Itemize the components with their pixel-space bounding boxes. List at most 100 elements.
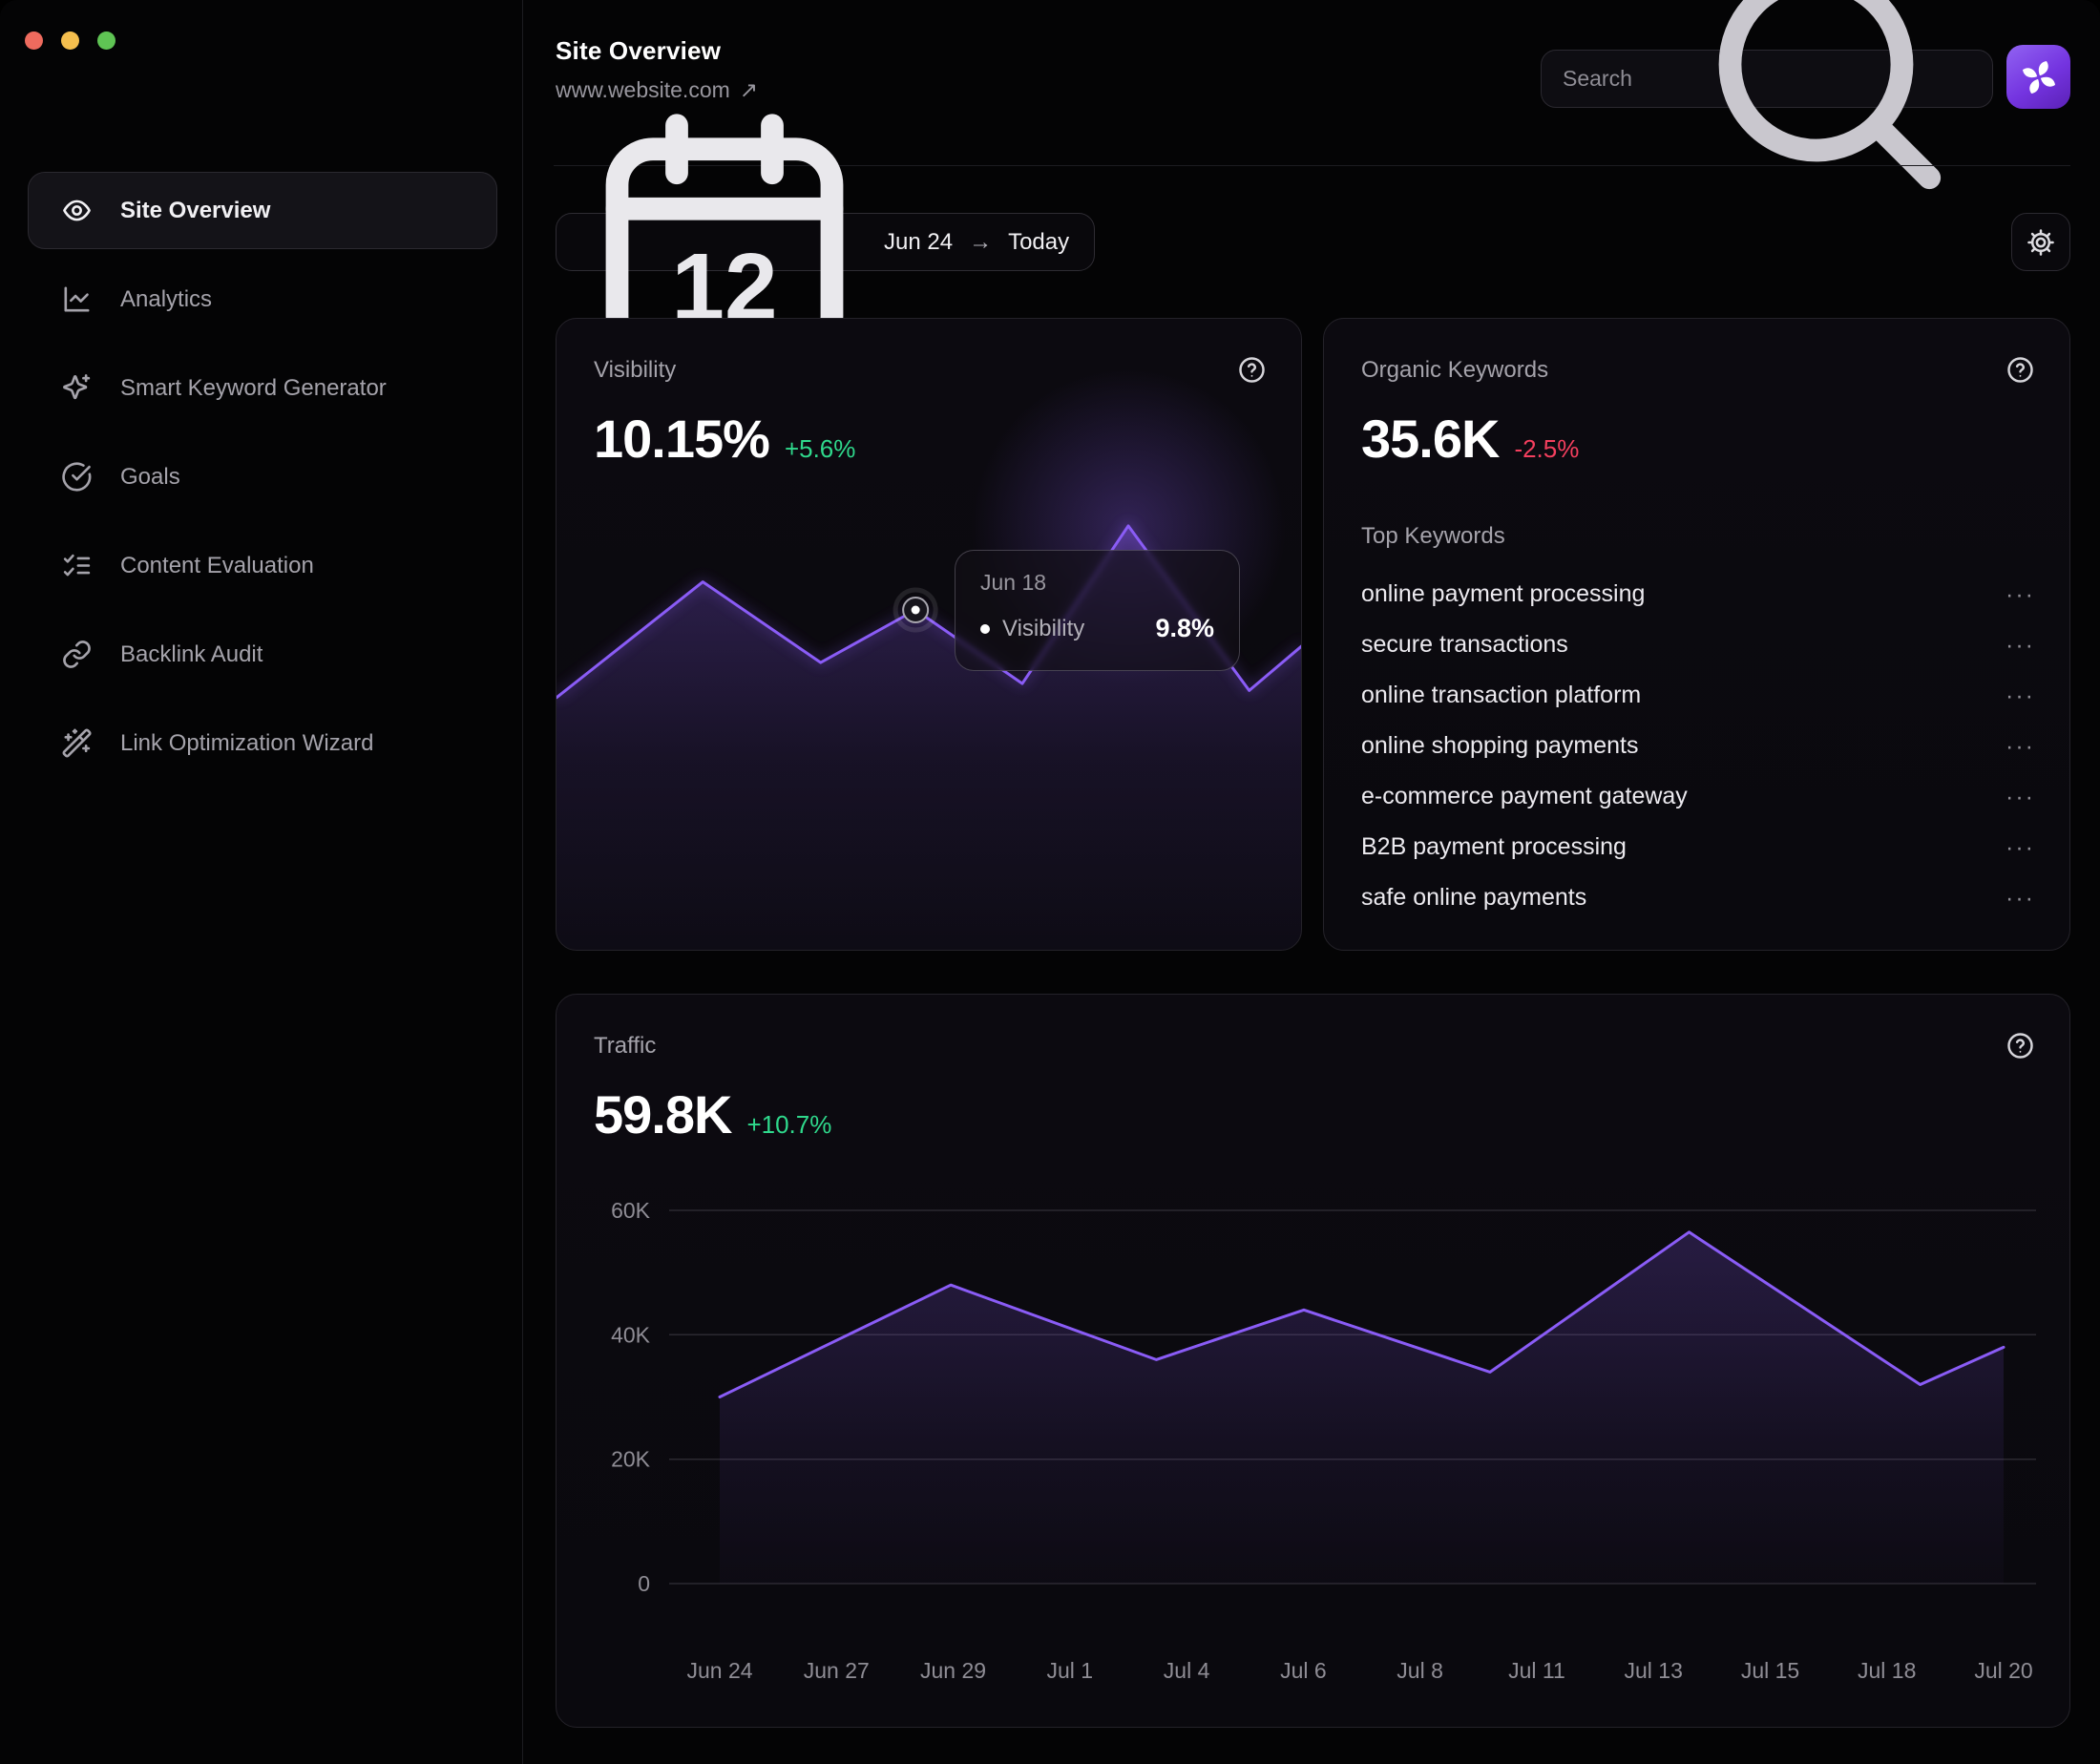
keyword-row: online payment processing ··· [1361,569,2035,620]
series-dot-icon [980,624,990,634]
sidebar-item-goals[interactable]: Goals [28,438,497,515]
svg-text:60K: 60K [611,1198,651,1223]
window-minimize-button[interactable] [61,32,79,50]
search-icon [1685,0,1971,224]
date-range-end: Today [1008,229,1069,256]
sidebar-item-label: Content Evaluation [120,553,314,579]
traffic-card-title: Traffic [594,1033,656,1060]
keyword-row: online transaction platform ··· [1361,670,2035,721]
list-checks-icon [61,550,93,581]
sidebar-item-label: Site Overview [120,198,270,224]
app-logo[interactable] [2006,45,2070,109]
search-input[interactable]: Search [1541,50,1993,108]
visibility-card-title: Visibility [594,357,676,384]
tooltip-value: 9.8% [1155,614,1214,643]
keyword-row: online shopping payments ··· [1361,721,2035,771]
keyword-menu-button[interactable]: ··· [2006,691,2035,701]
top-keywords-list: online payment processing ···secure tran… [1361,569,2035,923]
keyword-label: online payment processing [1361,580,1645,608]
sidebar-item-analytics[interactable]: Analytics [28,261,497,338]
eye-icon [61,195,93,226]
sidebar-item-label: Backlink Audit [120,641,262,668]
date-range-start: Jun 24 [884,229,953,256]
settings-button[interactable] [2011,213,2070,271]
keyword-menu-button[interactable]: ··· [2006,893,2035,903]
keyword-label: online shopping payments [1361,732,1638,760]
svg-text:Jul 11: Jul 11 [1508,1658,1565,1683]
traffic-value: 59.8K [594,1083,731,1145]
header: Site Overview www.website.com ↗ [556,36,758,103]
help-icon[interactable] [2006,1031,2035,1060]
svg-text:0: 0 [638,1571,650,1596]
keyword-menu-button[interactable]: ··· [2006,590,2035,599]
svg-text:Jun 24: Jun 24 [686,1658,752,1683]
keyword-row: secure transactions ··· [1361,620,2035,670]
visibility-card: Visibility 10.15% +5.6% Jun 18 Visibilit… [556,318,1302,951]
arrow-right-icon: → [969,229,992,256]
keyword-row: B2B payment processing ··· [1361,822,2035,872]
tooltip-series-label: Visibility [1002,616,1143,642]
date-range-picker[interactable]: 12 Jun 24 → Today [556,213,1095,271]
sparkles-icon [61,372,93,404]
help-icon[interactable] [2006,355,2035,385]
window-controls [25,32,116,50]
sidebar-item-link-optimization-wizard[interactable]: Link Optimization Wizard [28,704,497,782]
svg-text:Jun 27: Jun 27 [804,1658,870,1683]
visibility-value: 10.15% [594,408,769,470]
svg-text:Jul 4: Jul 4 [1164,1658,1210,1683]
keyword-label: B2B payment processing [1361,833,1627,861]
keyword-menu-button[interactable]: ··· [2006,843,2035,852]
search-placeholder: Search [1563,66,1685,92]
wand-icon [61,727,93,759]
sidebar-nav: Site Overview Analytics Smart Keyword Gene… [28,172,497,782]
page-title: Site Overview [556,36,758,66]
svg-text:Jul 1: Jul 1 [1047,1658,1094,1683]
keyword-label: online transaction platform [1361,682,1641,709]
keyword-menu-button[interactable]: ··· [2006,742,2035,751]
svg-text:Jul 18: Jul 18 [1858,1658,1916,1683]
keyword-menu-button[interactable]: ··· [2006,640,2035,650]
keyword-row: e-commerce payment gateway ··· [1361,771,2035,822]
svg-text:Jul 8: Jul 8 [1396,1658,1443,1683]
svg-text:20K: 20K [611,1447,651,1472]
chart-line-icon [61,284,93,315]
sidebar-item-label: Link Optimization Wizard [120,730,373,757]
app-window: Site Overview Analytics Smart Keyword Gene… [0,0,2100,1764]
window-close-button[interactable] [25,32,43,50]
goal-icon [61,461,93,493]
keyword-menu-button[interactable]: ··· [2006,792,2035,802]
svg-text:Jul 6: Jul 6 [1280,1658,1327,1683]
pinwheel-logo-icon [2017,55,2061,99]
traffic-card: 60K 40K 20K 0 Jun 24 Jun 27 Jun 29 Jul 1 Jul … [556,994,2070,1728]
window-zoom-button[interactable] [97,32,116,50]
sidebar-item-backlink-audit[interactable]: Backlink Audit [28,616,497,693]
traffic-change-badge: +10.7% [746,1110,831,1140]
chart-tooltip: Jun 18 Visibility 9.8% [955,550,1240,671]
svg-text:Jul 13: Jul 13 [1625,1658,1683,1683]
keywords-change-badge: -2.5% [1514,434,1579,464]
keyword-label: e-commerce payment gateway [1361,783,1688,810]
visibility-change-badge: +5.6% [785,434,855,464]
keyword-label: secure transactions [1361,631,1568,659]
organic-keywords-card: Organic Keywords 35.6K -2.5% Top Keyword… [1323,318,2070,951]
sidebar-item-label: Analytics [120,286,212,313]
keywords-card-title: Organic Keywords [1361,357,1548,384]
svg-text:Jun 29: Jun 29 [920,1658,986,1683]
link-icon [61,639,93,670]
svg-text:Jul 20: Jul 20 [1974,1658,2032,1683]
svg-text:Jul 15: Jul 15 [1741,1658,1799,1683]
help-icon[interactable] [1237,355,1267,385]
top-keywords-heading: Top Keywords [1361,523,1505,550]
keyword-row: safe online payments ··· [1361,872,2035,923]
sidebar-item-label: Goals [120,464,180,491]
sidebar-item-smart-keyword-generator[interactable]: Smart Keyword Generator [28,349,497,427]
gear-icon [2026,227,2056,258]
sidebar-divider [522,0,523,1764]
keywords-value: 35.6K [1361,408,1499,470]
keyword-label: safe online payments [1361,884,1586,912]
tooltip-date: Jun 18 [980,570,1214,596]
sidebar-item-content-evaluation[interactable]: Content Evaluation [28,527,497,604]
svg-text:40K: 40K [611,1322,651,1347]
sidebar-item-label: Smart Keyword Generator [120,375,387,402]
sidebar-item-site-overview[interactable]: Site Overview [28,172,497,249]
